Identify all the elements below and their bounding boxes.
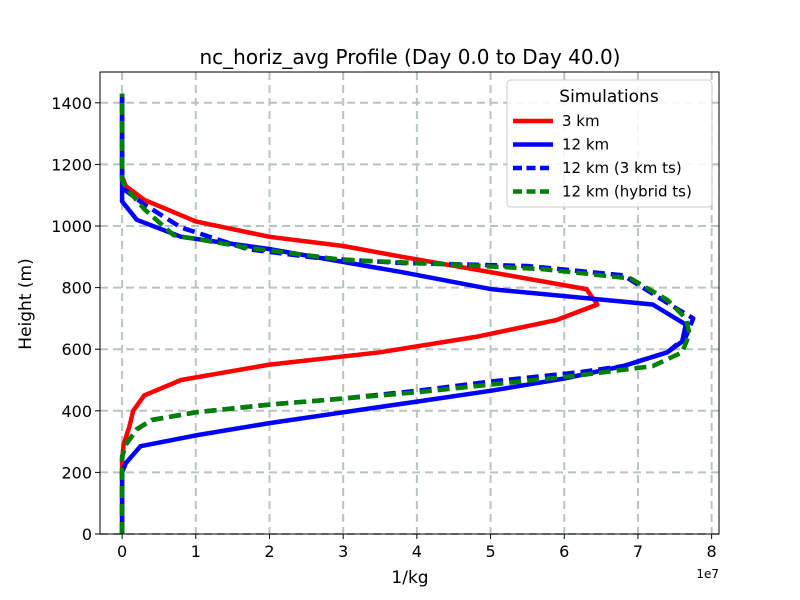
y-axis-label: Height (m) bbox=[16, 258, 36, 349]
y-tick-label: 0 bbox=[82, 525, 92, 544]
x-tick-label: 4 bbox=[412, 542, 422, 561]
x-tick-label: 1 bbox=[191, 542, 201, 561]
y-tick-label: 1000 bbox=[51, 217, 92, 236]
legend-label-1: 3 km bbox=[562, 112, 600, 130]
legend-label-2: 12 km bbox=[562, 136, 609, 154]
x-tick-label: 5 bbox=[485, 542, 495, 561]
x-tick-label: 6 bbox=[559, 542, 569, 561]
legend-label-4: 12 km (hybrid ts) bbox=[562, 183, 692, 201]
y-tick-label: 1200 bbox=[51, 155, 92, 174]
x-tick-label: 3 bbox=[338, 542, 348, 561]
y-tick-label: 200 bbox=[61, 463, 92, 482]
legend: Simulations 3 km 12 km 12 km (3 km ts) 12 k… bbox=[506, 79, 713, 208]
x-tick-label: 2 bbox=[264, 542, 274, 561]
plot-frame bbox=[99, 71, 720, 535]
x-tick-label: 8 bbox=[707, 542, 717, 561]
series-line-4 bbox=[119, 93, 692, 534]
y-tick-label: 400 bbox=[61, 402, 92, 421]
legend-title: Simulations bbox=[559, 87, 659, 107]
y-tick-label: 1400 bbox=[51, 94, 92, 113]
y-tick-label: 800 bbox=[61, 279, 92, 298]
y-tick-label: 600 bbox=[61, 340, 92, 359]
legend-label-3: 12 km (3 km ts) bbox=[562, 159, 682, 177]
chart-title: nc_horiz_avg Profile (Day 0.0 to Day 40.… bbox=[200, 45, 621, 69]
x-tick-label: 0 bbox=[117, 542, 127, 561]
legend-entries: 3 km 12 km 12 km (3 km ts) 12 km (hybrid ts… bbox=[513, 112, 692, 201]
series-line-2 bbox=[119, 93, 689, 534]
legend-box bbox=[506, 79, 713, 208]
x-tick-label: 7 bbox=[633, 542, 643, 561]
x-axis-label: 1/kg bbox=[391, 568, 428, 588]
x-offset-label: 1e7 bbox=[696, 567, 719, 581]
tick-layer: 0 1 2 3 4 5 6 7 8 0 200 400 600 800 1000 1200 1400 bbox=[51, 94, 716, 561]
series-layer bbox=[119, 93, 696, 534]
